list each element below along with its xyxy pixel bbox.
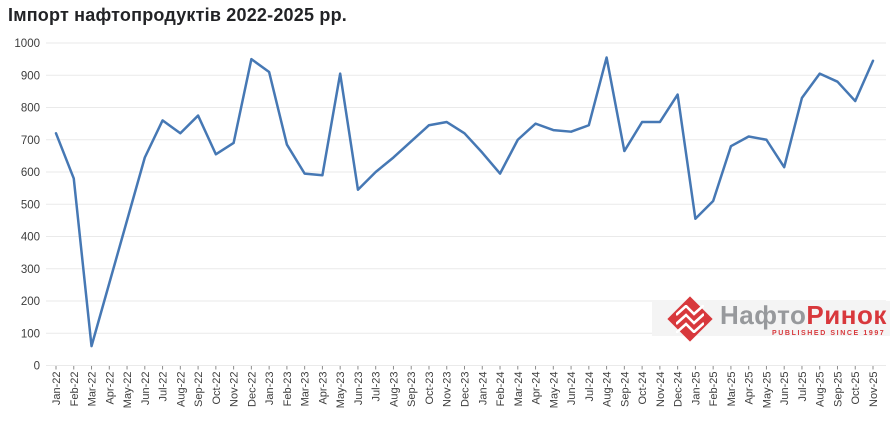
y-axis-label: 900 <box>21 70 40 82</box>
x-axis-label: Nov-23 <box>442 372 454 407</box>
x-axis-label: Feb-24 <box>495 372 507 407</box>
x-axis-label: Apr-24 <box>531 372 543 405</box>
logo-wordmark-gray: Нафто <box>720 300 807 330</box>
x-axis-label: Nov-22 <box>229 372 241 407</box>
x-axis-label: Jun-23 <box>353 372 365 406</box>
x-axis-label: Apr-22 <box>104 372 116 405</box>
x-axis-label: Mar-25 <box>726 372 738 407</box>
x-axis-label: Mar-24 <box>513 372 525 407</box>
x-axis-label: Jul-22 <box>158 372 170 402</box>
y-axis-label: 600 <box>21 167 40 179</box>
naftorynok-diamond-icon <box>667 296 713 342</box>
x-axis-label: Jan-25 <box>690 372 702 406</box>
x-axis-label: Oct-23 <box>424 372 436 405</box>
x-axis-label: Sep-25 <box>832 372 844 407</box>
page-title: Імпорт нафтопродуктів 2022-2025 рр. <box>8 5 347 25</box>
logo-wordmark-red: Ринок <box>806 300 887 330</box>
x-axis-label: Oct-25 <box>850 372 862 405</box>
y-axis-label: 1000 <box>14 38 40 50</box>
y-axis-label: 100 <box>21 328 40 340</box>
x-axis-label: Aug-22 <box>175 372 187 407</box>
x-axis-label: Aug-23 <box>388 372 400 407</box>
x-axis-label: Sep-23 <box>406 372 418 407</box>
x-axis-label: Mar-23 <box>300 372 312 407</box>
x-axis-label: Jun-22 <box>140 372 152 406</box>
x-axis-label: Jul-24 <box>584 372 596 402</box>
x-axis-label: Aug-24 <box>602 372 614 407</box>
y-axis-label: 700 <box>21 135 40 147</box>
logo-wordmark: НафтоРинок <box>720 302 887 328</box>
x-axis-label: Jan-24 <box>477 372 489 406</box>
y-axis-label: 300 <box>21 264 40 276</box>
x-axis-label: Dec-22 <box>246 372 258 407</box>
x-axis-label: Oct-24 <box>637 372 649 405</box>
x-axis-label: Oct-22 <box>211 372 223 405</box>
x-axis-label: May-22 <box>122 372 134 409</box>
x-axis-label: Feb-22 <box>69 372 81 407</box>
x-axis-label: Nov-24 <box>655 372 667 407</box>
x-axis-label: Jan-23 <box>264 372 276 406</box>
x-axis-label: Jul-25 <box>797 372 809 402</box>
x-axis-label: May-25 <box>761 372 773 409</box>
x-axis-label: Aug-25 <box>815 372 827 407</box>
logo-tagline: PUBLISHED SINCE 1997 <box>772 330 886 337</box>
x-axis-label: Jun-25 <box>779 372 791 406</box>
x-axis-label: Sep-22 <box>193 372 205 407</box>
x-axis-label: Feb-23 <box>282 372 294 407</box>
x-axis-label: Dec-23 <box>460 372 472 407</box>
x-axis-label: Sep-24 <box>619 372 631 407</box>
x-axis-label: May-24 <box>548 372 560 409</box>
x-axis-label: Jul-23 <box>371 372 383 402</box>
x-axis-label: Apr-23 <box>317 372 329 405</box>
y-axis-label: 800 <box>21 103 40 115</box>
x-axis-label: Dec-24 <box>673 372 685 407</box>
x-axis-label: Apr-25 <box>744 372 756 405</box>
naftorynok-logo: НафтоРинок PUBLISHED SINCE 1997 <box>652 292 890 350</box>
y-axis-label: 400 <box>21 232 40 244</box>
x-axis-label: Mar-22 <box>87 372 99 407</box>
x-axis-label: Jan-22 <box>51 372 63 406</box>
y-axis-label: 200 <box>21 296 40 308</box>
y-axis-label: 0 <box>34 361 40 373</box>
x-axis-label: Nov-25 <box>868 372 880 407</box>
x-axis-label: Feb-25 <box>708 372 720 407</box>
y-axis-label: 500 <box>21 199 40 211</box>
data-line-import <box>54 56 875 348</box>
x-axis-label: May-23 <box>335 372 347 409</box>
x-axis-label: Jun-24 <box>566 372 578 406</box>
